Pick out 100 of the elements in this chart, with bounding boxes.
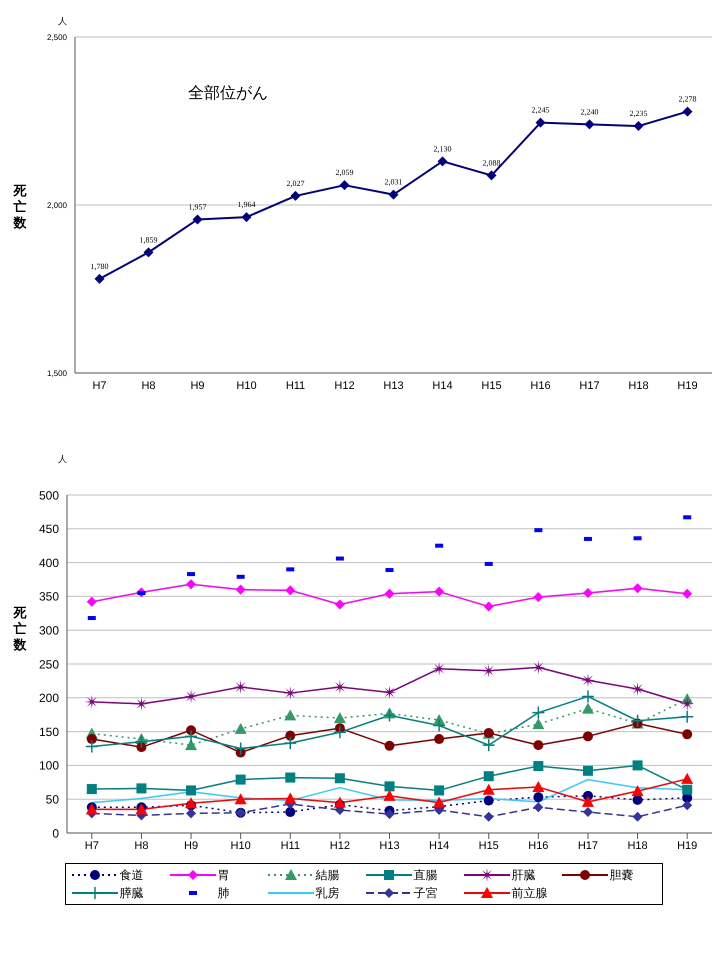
text: 2,235 [630,109,648,118]
point [482,784,495,795]
point [284,736,298,750]
point [434,586,444,597]
text: 2,245 [532,106,550,115]
x-tick-label: H14 [432,380,453,392]
point [533,740,544,750]
point [533,761,544,772]
point [234,680,248,694]
x-tick-label: H11 [280,840,300,852]
text: 1,964 [238,200,256,210]
point [582,807,593,818]
y-tick-label: 150 [38,724,60,739]
point [384,809,394,820]
text: 2,278 [678,94,696,104]
text: 2,240 [580,107,598,116]
x-tick-label: H7 [84,840,99,852]
point [582,766,593,776]
point [234,742,248,756]
x-tick-label: H19 [677,840,698,852]
point [630,682,645,696]
legend-label: 胃 [218,866,230,884]
point [634,121,644,132]
point [582,796,594,807]
point [382,685,396,700]
y-tick-label: 2,500 [46,32,68,42]
text: 人 [58,453,67,466]
point [94,274,104,284]
x-tick-label: H16 [530,380,551,392]
y-tick-label: 350 [38,590,60,604]
point [86,784,97,794]
point [682,106,692,117]
legend-label: 胆嚢 [610,866,634,884]
point [84,694,99,709]
x-tick-label: H17 [579,380,600,392]
text: 1,957 [188,202,206,212]
point [234,722,247,734]
y-axis-title: 死亡数 [12,183,28,231]
point [582,588,593,598]
point [680,696,694,711]
point [185,739,198,750]
point [532,781,544,792]
point [484,771,494,782]
point [186,785,196,796]
point [86,734,97,744]
point [434,785,444,796]
point [85,740,99,754]
text: 全部位がん [188,84,268,104]
y-tick-label: 250 [38,657,60,672]
point [86,596,97,607]
point [484,812,494,822]
text: 2,059 [336,168,354,178]
point [242,212,252,222]
point [134,734,148,748]
point [185,797,198,808]
point [533,792,544,802]
legend-label: 直腸 [414,866,438,884]
point [388,190,398,200]
x-tick-label: H15 [478,840,499,852]
point [334,600,345,610]
point [434,734,444,744]
point [192,214,202,224]
point [290,190,300,201]
point [533,802,544,812]
x-tick-label: H12 [334,380,355,392]
x-tick-label: H7 [92,380,107,392]
x-tick-label: H14 [429,840,450,852]
point [136,783,146,794]
point [283,686,298,700]
y-axis-title: 死亡数 [12,605,28,653]
y-tick-label: 200 [38,691,60,706]
text: 2,088 [482,158,500,168]
point [236,774,246,785]
y-tick-label: 450 [38,522,60,536]
text: 2,130 [434,144,452,154]
legend-label: 肺 [218,884,230,902]
point [384,781,394,792]
point [484,602,494,612]
point [581,690,595,704]
point [186,808,196,818]
legend-label: 食道 [120,866,144,884]
point [632,785,644,796]
x-tick-label: H17 [578,840,598,852]
x-tick-label: H15 [481,380,502,392]
point [333,726,347,740]
point [682,729,692,740]
point [134,696,148,711]
x-tick-label: H9 [184,840,198,852]
point [682,784,692,795]
x-tick-label: H10 [230,840,251,852]
point [482,738,496,752]
point [384,790,396,801]
legend-label: 肝臓 [512,866,536,884]
point [632,760,643,770]
text: 1,859 [140,235,158,244]
x-tick-label: H10 [236,380,257,392]
y-tick-label: 50 [46,792,60,806]
point [382,708,396,722]
point [340,180,350,190]
point [384,740,394,751]
